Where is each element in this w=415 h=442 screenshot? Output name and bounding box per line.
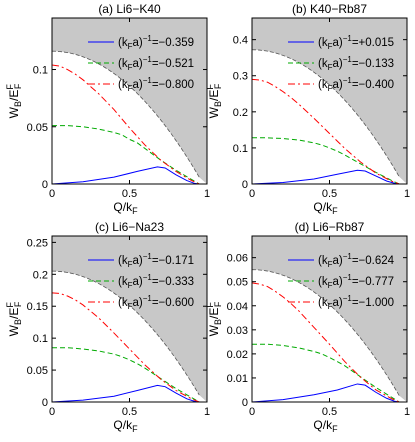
continuum-region: [52, 236, 207, 402]
legend-entry-3: (kFa)−1=−1.000: [318, 294, 394, 311]
continuum-boundary: [252, 269, 400, 396]
series-line-1: [52, 166, 200, 184]
continuum-region: [252, 18, 407, 184]
panel-title: (d) Li6−Rb87: [295, 220, 365, 234]
y-tick-label: 0.02: [227, 349, 248, 361]
y-tick-label: 0.05: [27, 122, 48, 134]
y-tick-label: 0.1: [33, 333, 48, 345]
panel-title: (b) K40−Rb87: [292, 2, 367, 16]
panel-a: 0 0.5 1 0 0.05 0.1 (a) Li6−K40 Q/kF WB/EFF (kFa)−…: [5, 2, 210, 216]
legend: (kFa)−1=−0.359 (kFa)−1=−0.521 (kFa)−1=−0.8…: [88, 34, 194, 93]
y-axis-label: WB/EFF: [5, 301, 23, 336]
x-tick-label: 1: [404, 188, 410, 200]
x-tick-label: 1: [204, 188, 210, 200]
y-tick-label: 0.1: [233, 143, 248, 155]
series-line-1: [252, 383, 400, 402]
x-axis-label: Q/kF: [313, 418, 338, 434]
y-tick-label: 0.06: [227, 253, 248, 265]
legend-entry-1: (kFa)−1=−0.171: [118, 252, 194, 269]
y-tick-label: 0.2: [233, 107, 248, 119]
y-tick-label: 0.2: [33, 269, 48, 281]
continuum-boundary: [252, 49, 400, 177]
legend: (kFa)−1=+0.015 (kFa)−1=−0.133 (kFa)−1=−0.4…: [288, 34, 394, 93]
legend-entry-2: (kFa)−1=−0.133: [318, 55, 394, 72]
y-axis-label: WB/EFF: [205, 301, 223, 336]
y-tick-label: 0.4: [233, 35, 248, 47]
y-axis-label: WB/EFF: [205, 83, 223, 118]
panel-d: 0 0.5 1 0 0.01 0.02 0.03 0.04 0.05 0.06 (d) Li6−Rb…: [205, 220, 410, 434]
series-line-3: [252, 78, 400, 184]
legend-entry-1: (kFa)−1=+0.015: [318, 34, 394, 51]
series-line-2: [252, 137, 400, 184]
legend-entry-2: (kFa)−1=−0.333: [118, 273, 194, 290]
x-tick-label: 1: [204, 406, 210, 418]
series-line-3: [52, 292, 200, 402]
x-tick-label: 0: [249, 188, 255, 200]
y-tick-label: 0.25: [27, 237, 48, 249]
series-line-1: [252, 169, 400, 184]
panel-title: (a) Li6−K40: [98, 2, 161, 16]
panel-title: (c) Li6−Na23: [95, 220, 164, 234]
legend-entry-2: (kFa)−1=−0.521: [118, 55, 194, 72]
y-tick-label: 0: [42, 179, 48, 191]
panel-c: 0 0.5 1 0 0.05 0.1 0.15 0.2 0.25 (c) Li6−Na23 Q/kF…: [5, 220, 210, 434]
y-tick-label: 0: [242, 179, 248, 191]
y-tick-label: 0.3: [233, 71, 248, 83]
x-axis-label: Q/kF: [313, 200, 338, 216]
x-axis-label: Q/kF: [113, 418, 138, 434]
x-tick-label: 0.5: [122, 406, 137, 418]
continuum-boundary: [52, 270, 200, 396]
legend-entry-1: (kFa)−1=−0.359: [118, 34, 194, 51]
y-axis-label: WB/EFF: [5, 83, 23, 118]
y-tick-label: 0.05: [227, 277, 248, 289]
x-tick-label: 0: [49, 188, 55, 200]
x-tick-label: 0.5: [322, 406, 337, 418]
y-tick-label: 0: [42, 397, 48, 409]
x-tick-label: 0.5: [122, 188, 137, 200]
legend-entry-1: (kFa)−1=−0.624: [318, 252, 395, 269]
panel-b: 0 0.5 1 0 0.1 0.2 0.3 0.4 (b) K40−Rb87 Q/kF WB/EFF…: [205, 2, 410, 216]
legend-entry-3: (kFa)−1=−0.600: [118, 294, 194, 311]
legend: (kFa)−1=−0.624 (kFa)−1=−0.777 (kFa)−1=−1.0…: [288, 252, 395, 311]
x-axis-label: Q/kF: [113, 200, 138, 216]
legend-entry-3: (kFa)−1=−0.400: [318, 76, 394, 93]
legend: (kFa)−1=−0.171 (kFa)−1=−0.333 (kFa)−1=−0.6…: [88, 252, 194, 311]
y-tick-label: 0.04: [227, 301, 248, 313]
y-tick-label: 0.1: [33, 65, 48, 77]
continuum-region: [52, 18, 207, 184]
y-tick-label: 0.15: [27, 301, 48, 313]
series-line-3: [52, 64, 200, 184]
legend-entry-2: (kFa)−1=−0.777: [318, 273, 394, 290]
series-line-1: [52, 384, 200, 402]
continuum-region: [252, 236, 407, 402]
legend-entry-3: (kFa)−1=−0.800: [118, 76, 194, 93]
y-tick-label: 0: [242, 397, 248, 409]
series-line-3: [252, 282, 400, 402]
y-tick-label: 0.01: [227, 373, 248, 385]
x-tick-label: 0: [49, 406, 55, 418]
x-tick-label: 0: [249, 406, 255, 418]
x-tick-label: 1: [404, 406, 410, 418]
y-tick-label: 0.05: [27, 365, 48, 377]
x-tick-label: 0.5: [322, 188, 337, 200]
continuum-boundary: [52, 50, 200, 178]
y-tick-label: 0.03: [227, 325, 248, 337]
